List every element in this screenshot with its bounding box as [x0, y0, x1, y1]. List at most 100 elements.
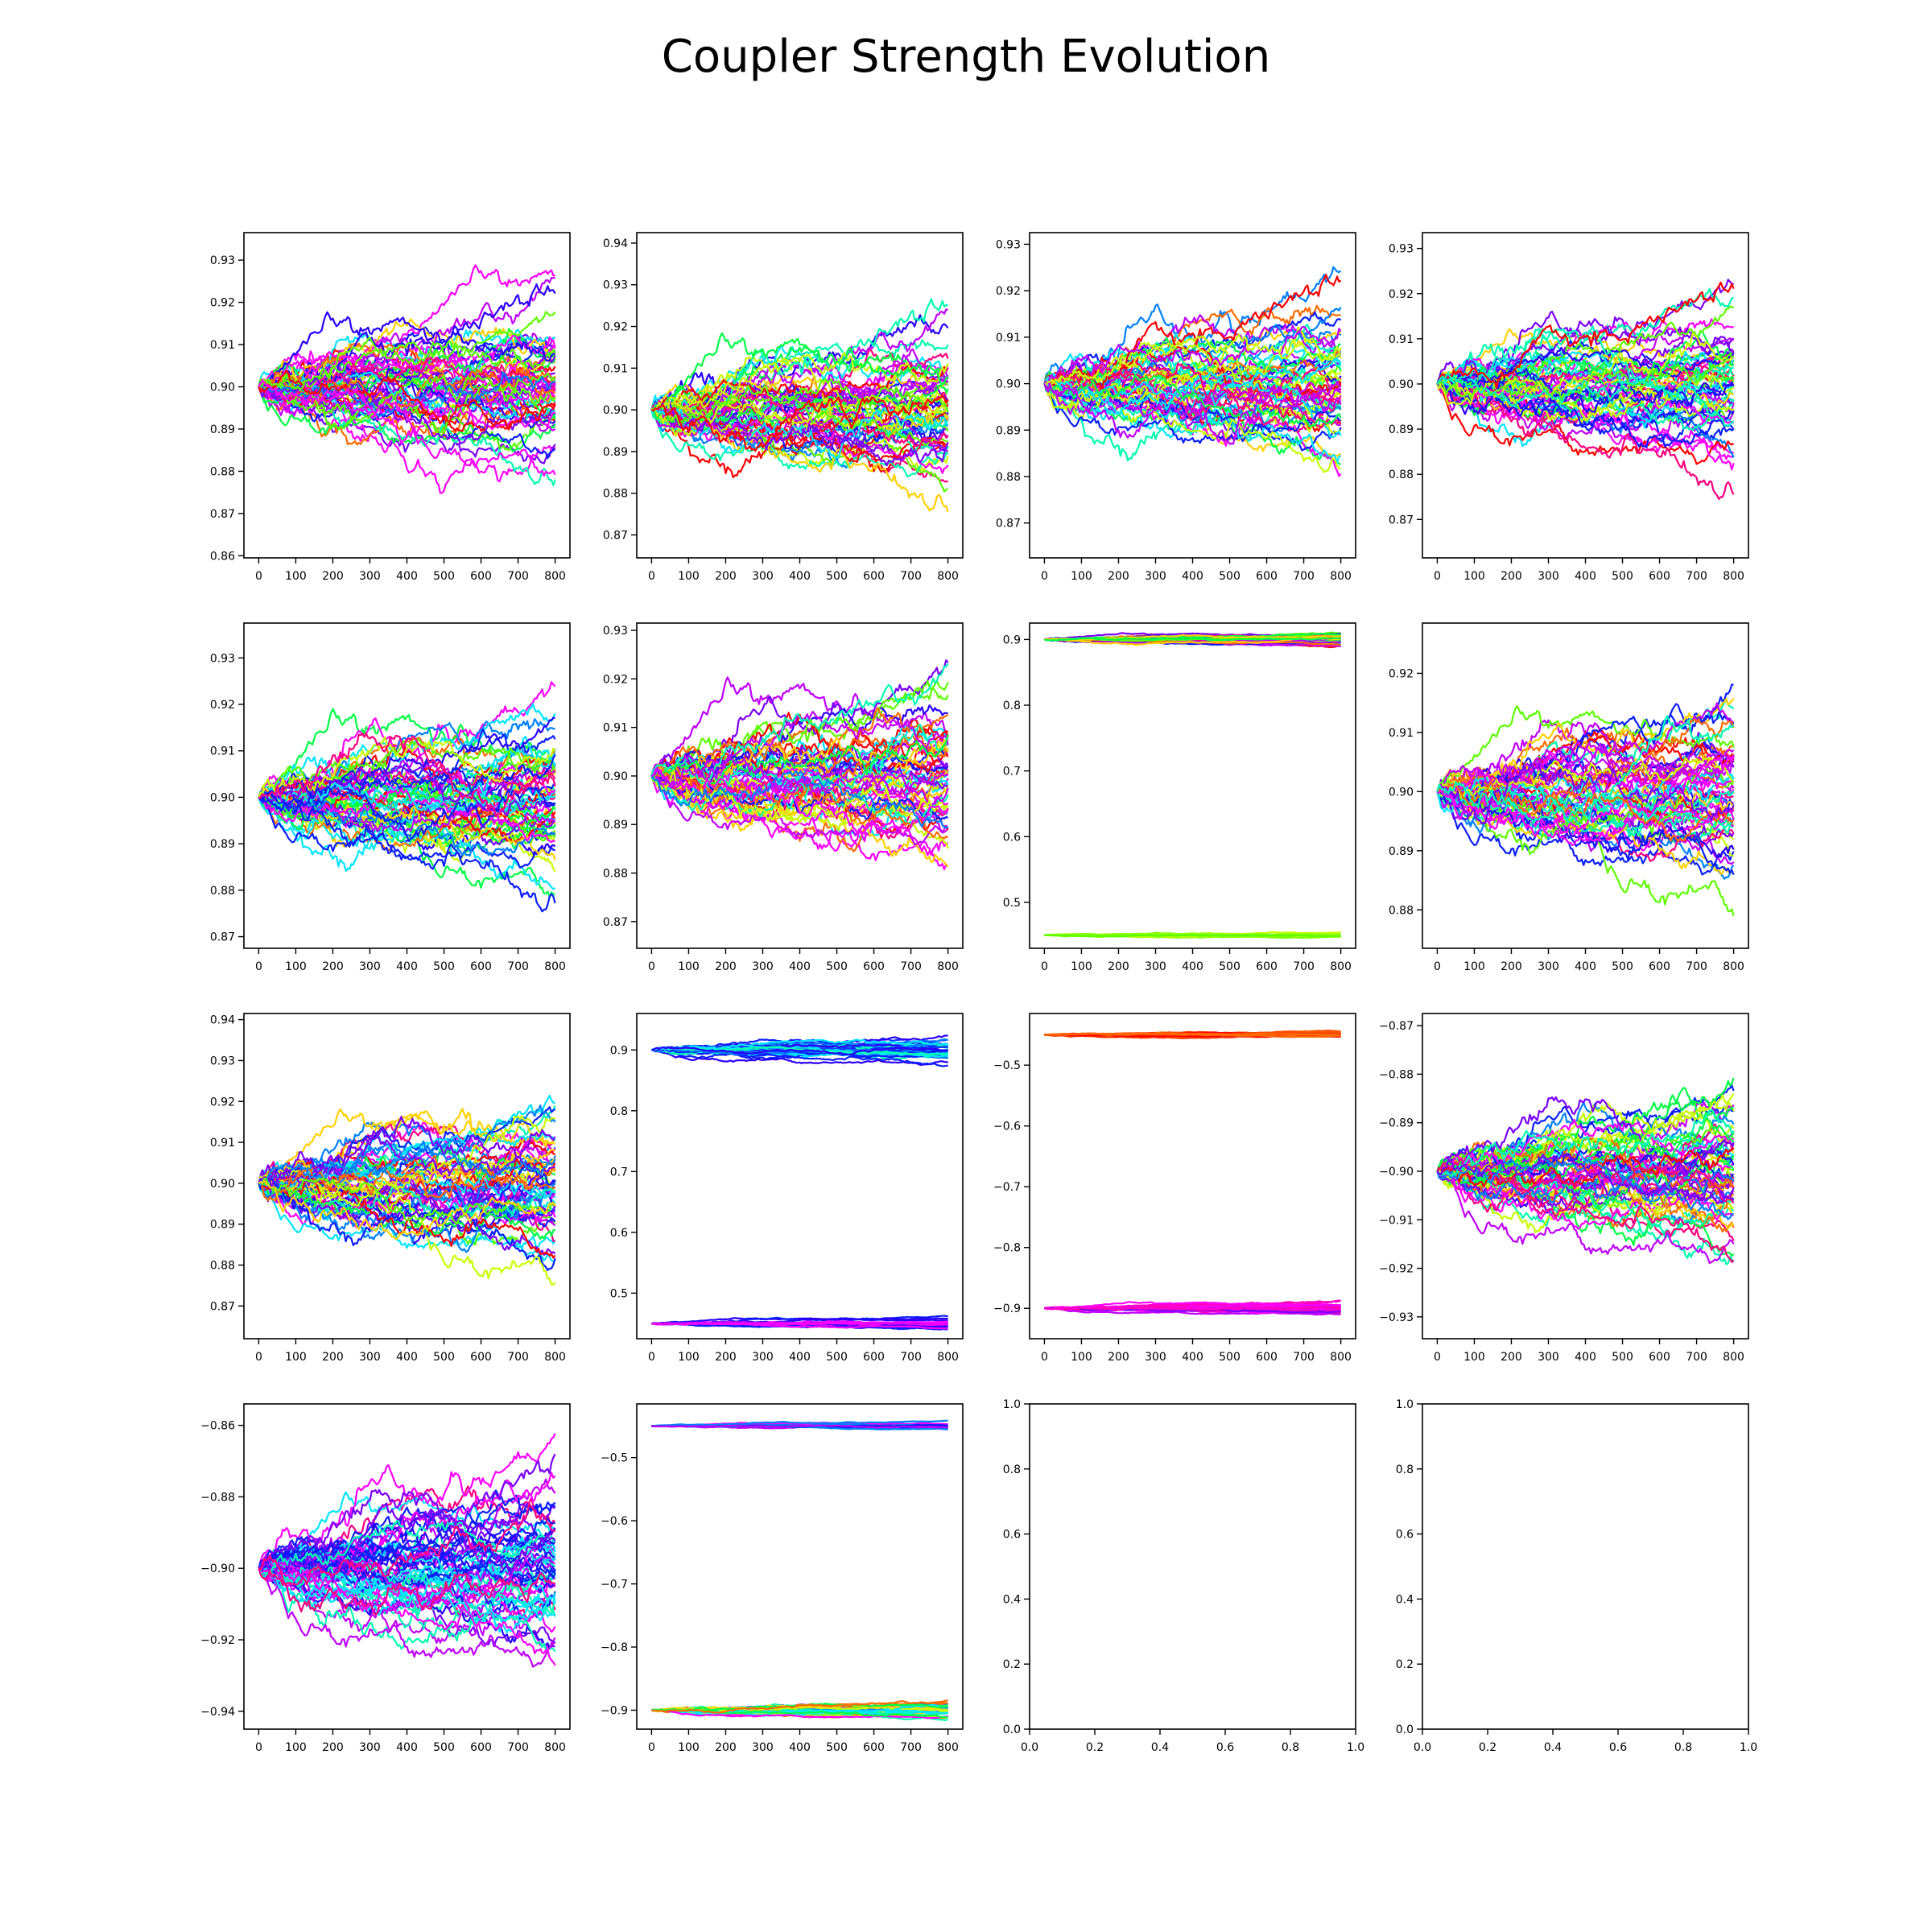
- subplot-16: 0.0 0.2 0.4 0.6 0.8 1.0 0.0 0.2 0.4 0.6 0.8 1.0: [1396, 1398, 1757, 1754]
- series-line: [650, 734, 949, 787]
- y-tick-label: 0.8: [1003, 1463, 1021, 1476]
- x-tick-label: 0: [648, 960, 655, 973]
- y-tick-label: 0.6: [610, 1227, 628, 1240]
- series-line: [258, 379, 556, 477]
- x-tick-label: 100: [678, 960, 700, 973]
- x-tick-label: 300: [752, 1351, 774, 1364]
- series-line: [258, 311, 556, 390]
- x-tick-label: 500: [1612, 570, 1633, 583]
- series-line: [1436, 763, 1735, 856]
- x-tick-label: 0: [1434, 960, 1441, 973]
- series-lines: [650, 659, 949, 871]
- x-tick-label: 500: [433, 570, 455, 583]
- x-tick-label: 200: [1501, 1351, 1522, 1364]
- series-lines: [258, 681, 556, 913]
- y-tick-label: 0.92: [210, 297, 235, 310]
- y-tick-label: −0.86: [200, 1420, 235, 1433]
- series-lines: [258, 264, 556, 494]
- y-tick-label: 0.90: [1389, 378, 1414, 391]
- series-line: [1044, 1032, 1341, 1037]
- x-tick-label: 800: [544, 570, 566, 583]
- y-tick-label: 0.88: [996, 471, 1021, 484]
- series-line: [1436, 281, 1735, 389]
- x-tick-label: 0: [1041, 960, 1048, 973]
- y-tick-label: 0.91: [603, 722, 628, 735]
- x-tick-label: 500: [826, 960, 848, 973]
- y-tick-label: 0.91: [210, 1137, 235, 1150]
- x-tick-label: 0: [1041, 1351, 1048, 1364]
- series-line: [651, 1699, 948, 1714]
- axes-frame: [636, 1403, 964, 1730]
- x-tick-label: 400: [789, 1351, 811, 1364]
- x-tick-label: 600: [1256, 1351, 1278, 1364]
- series-line: [1436, 763, 1735, 824]
- series-line: [1043, 382, 1342, 445]
- y-tick-label: 0.6: [1396, 1529, 1414, 1542]
- series-line: [1436, 372, 1735, 427]
- x-tick-label: 700: [507, 960, 529, 973]
- x-tick-label: 300: [752, 960, 774, 973]
- x-tick-label: 800: [1330, 1351, 1352, 1364]
- y-tick-label: 0.87: [210, 931, 235, 944]
- x-tick-label: 800: [937, 960, 959, 973]
- x-tick-label: 800: [1723, 1351, 1744, 1364]
- x-tick-label: 300: [359, 1741, 381, 1754]
- y-tick-label: 0.2: [1396, 1658, 1414, 1671]
- axes-frame: [1422, 1403, 1749, 1730]
- y-tick-label: 1.0: [1396, 1398, 1414, 1411]
- x-tick-label: 200: [322, 960, 344, 973]
- series-line: [258, 1564, 556, 1666]
- x-tick-label: 500: [826, 1351, 848, 1364]
- series-line: [651, 1322, 948, 1330]
- x-tick-label: 400: [1182, 1351, 1203, 1364]
- x-tick-label: 200: [1108, 960, 1129, 973]
- y-tick-label: 0.90: [603, 770, 628, 783]
- x-tick-label: 0.2: [1086, 1741, 1104, 1754]
- y-tick-label: 0.86: [210, 550, 235, 563]
- y-tick-label: 0.91: [1389, 727, 1414, 740]
- y-tick-label: 0.91: [603, 362, 628, 375]
- x-tick-label: 400: [396, 960, 418, 973]
- series-line: [651, 1046, 949, 1056]
- series-line: [1436, 287, 1735, 385]
- x-tick-label: 700: [1686, 1351, 1707, 1364]
- x-tick-label: 0: [1041, 570, 1048, 583]
- x-tick-label: 500: [1612, 960, 1633, 973]
- series-line: [650, 403, 949, 459]
- y-tick-label: 0.89: [210, 838, 235, 851]
- x-tick-label: 200: [1108, 1351, 1129, 1364]
- series-line: [650, 409, 949, 478]
- x-tick-label: 400: [1575, 570, 1596, 583]
- x-tick-label: 700: [900, 570, 922, 583]
- series-line: [258, 1108, 556, 1187]
- series-line: [651, 768, 949, 810]
- y-tick-label: 0.4: [1003, 1593, 1021, 1606]
- y-tick-label: 0.87: [996, 518, 1021, 530]
- x-tick-label: 0.4: [1544, 1741, 1562, 1754]
- x-tick-label: 100: [1463, 960, 1485, 973]
- series-line: [651, 1419, 948, 1427]
- x-tick-label: 0: [255, 1351, 262, 1364]
- x-tick-label: 500: [1612, 1351, 1633, 1364]
- series-line: [258, 1530, 556, 1570]
- series-line: [258, 1567, 556, 1668]
- series-line: [258, 733, 556, 817]
- series-line: [258, 1564, 556, 1604]
- y-tick-label: 0.9: [1003, 634, 1021, 646]
- x-tick-label: 1.0: [1740, 1741, 1757, 1754]
- y-tick-label: 0.94: [603, 237, 628, 250]
- series-line: [651, 733, 949, 784]
- x-tick-label: 600: [470, 1351, 492, 1364]
- x-tick-label: 0.2: [1479, 1741, 1496, 1754]
- x-tick-label: 300: [359, 960, 381, 973]
- y-tick-label: −0.7: [601, 1579, 628, 1591]
- y-tick-label: 0.92: [210, 1096, 235, 1108]
- x-tick-label: 200: [715, 570, 737, 583]
- series-lines: [650, 298, 949, 513]
- x-tick-label: 0: [255, 570, 262, 583]
- series-line: [650, 352, 949, 411]
- x-tick-label: 700: [1686, 960, 1707, 973]
- y-tick-label: 0.92: [1389, 667, 1414, 680]
- subplot-6: 0 100 200 300 400 500 600 700 800 0.87 0.88 0.89 0.9…: [603, 622, 964, 973]
- y-tick-label: 0.88: [210, 1260, 235, 1273]
